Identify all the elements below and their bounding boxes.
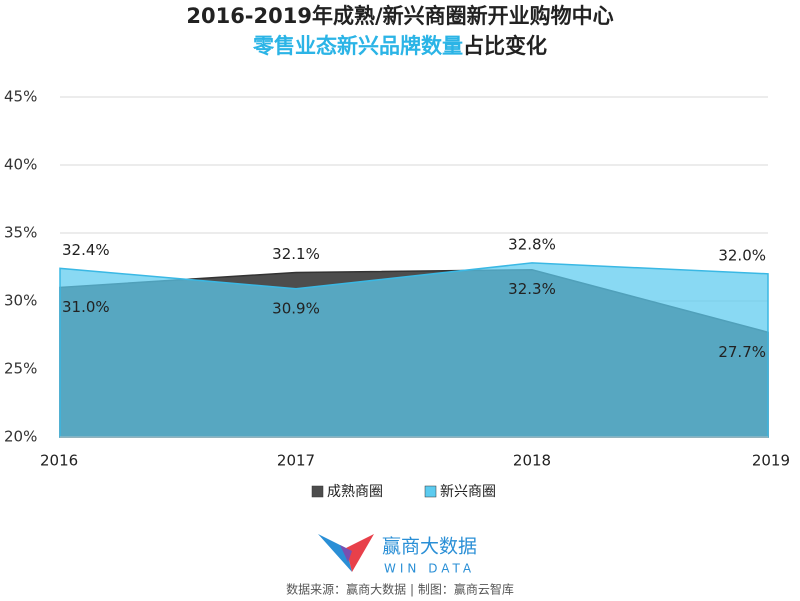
data-label: 32.3% — [508, 280, 556, 298]
subtitle-highlight: 零售业态新兴品牌数量 — [252, 34, 463, 58]
logo — [318, 534, 374, 572]
x-tick-label: 2018 — [513, 452, 551, 470]
subtitle-rest: 占比变化 — [463, 34, 547, 58]
data-label: 27.7% — [718, 343, 766, 361]
logo-shape — [346, 534, 374, 572]
area — [59, 262, 769, 438]
legend-label: 成熟商圈 — [327, 484, 383, 500]
y-tick-label: 30% — [4, 292, 37, 310]
legend-swatch — [311, 485, 324, 498]
data-label: 32.8% — [508, 235, 556, 253]
legend-label: 新兴商圈 — [440, 484, 496, 500]
data-label: 32.4% — [62, 241, 110, 259]
data-label: 30.9% — [272, 299, 320, 317]
x-tick-label: 2016 — [40, 452, 78, 470]
data-label: 32.1% — [272, 245, 320, 263]
legend-swatch — [424, 485, 437, 498]
logo-sub: WIN DATA — [384, 562, 475, 576]
chart-subtitle: 零售业态新兴品牌数量占比变化 — [252, 34, 547, 58]
y-tick-label: 45% — [4, 88, 37, 106]
logo-shape — [340, 545, 352, 562]
source: 数据来源：赢商大数据 | 制图：赢商云智库 — [286, 582, 514, 597]
logo-shape — [318, 534, 352, 572]
y-tick-label: 40% — [4, 156, 37, 174]
chart-title: 2016-2019年成熟/新兴商圈新开业购物中心 — [186, 4, 613, 28]
x-tick-label: 2017 — [277, 452, 315, 470]
y-tick-label: 20% — [4, 428, 37, 446]
x-tick-label: 2019 — [752, 452, 790, 470]
y-tick-label: 25% — [4, 360, 37, 378]
y-tick-label: 35% — [4, 224, 37, 242]
data-label: 31.0% — [62, 298, 110, 316]
data-label: 32.0% — [718, 246, 766, 264]
logo-name: 赢商大数据 — [382, 536, 477, 558]
